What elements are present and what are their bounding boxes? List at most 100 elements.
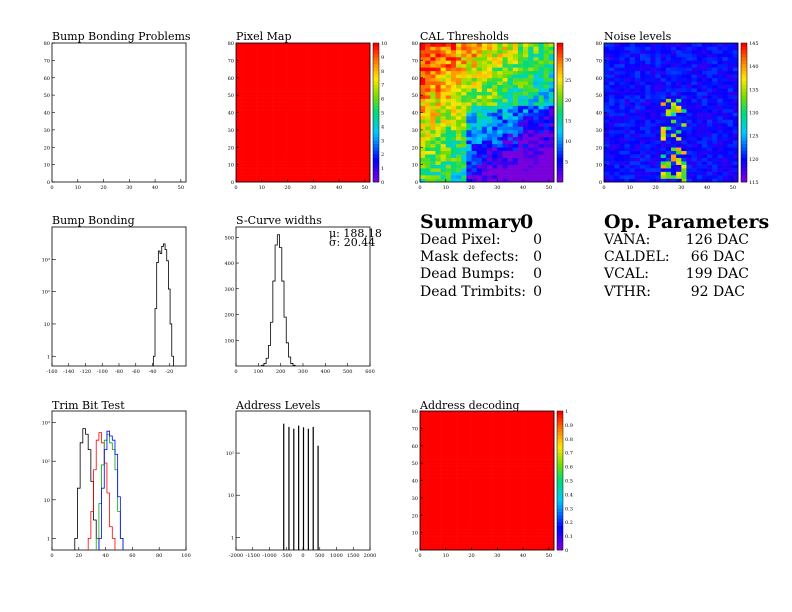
pixel_map-cell	[323, 157, 330, 162]
address_decoding-cell	[497, 445, 503, 450]
cal_thresholds-cell	[481, 105, 488, 110]
address_decoding-cell	[523, 438, 529, 443]
pixel_map-cell	[277, 143, 283, 148]
cal_thresholds-cell	[420, 70, 426, 75]
pixel_map-cell	[328, 95, 335, 99]
address_decoding-cell	[502, 494, 508, 499]
noise_levels-cell	[660, 161, 667, 165]
pixel_map-cell	[261, 129, 268, 134]
address_decoding-cell	[487, 424, 493, 429]
address_decoding-cell	[528, 480, 534, 485]
noise_levels-cell	[707, 63, 713, 68]
cal_thresholds-cell	[420, 74, 426, 79]
cal_thresholds-cell	[420, 63, 426, 68]
address_decoding-cell	[533, 411, 539, 415]
cal_thresholds-cell	[538, 140, 544, 145]
scurve-xtick-label: 0	[234, 369, 237, 375]
address_decoding-cell	[435, 463, 441, 467]
pixel_map-cell	[328, 67, 335, 72]
cal_thresholds-cell	[450, 67, 457, 72]
cal_thresholds-cell	[456, 143, 462, 148]
address_decoding-zscale-cell	[557, 508, 563, 513]
cal_thresholds-cell	[435, 77, 441, 82]
noise_levels-cell	[640, 67, 646, 72]
pixel_map-cell	[364, 91, 371, 96]
scurve-xtick-label: 500	[343, 369, 353, 375]
pixel_map-cell	[282, 84, 288, 89]
noise_levels-cell	[722, 88, 728, 92]
address_decoding-cell	[461, 546, 467, 551]
noise_levels-cell	[640, 81, 646, 85]
address_decoding-cell	[507, 487, 514, 492]
cal_thresholds-cell	[466, 95, 472, 99]
cal_thresholds-cell	[476, 150, 483, 155]
summary-value-dead-bumps: 0	[533, 266, 542, 282]
address_decoding-cell	[466, 480, 472, 485]
cal_thresholds-cell	[445, 105, 452, 110]
address_decoding-cell	[528, 543, 534, 547]
noise_levels-zscale-cell	[741, 147, 747, 152]
noise_levels-cell	[645, 157, 651, 162]
address_decoding-cell	[430, 497, 436, 502]
cal_thresholds-zscale-cell	[557, 98, 563, 103]
noise_levels-cell	[717, 161, 723, 165]
pixel_map-cell	[287, 84, 293, 89]
cal_thresholds-cell	[517, 168, 524, 172]
noise_levels-cell	[614, 98, 620, 103]
address_decoding-zscale-cell	[557, 494, 563, 499]
address_decoding-cell	[517, 487, 524, 492]
noise_levels-cell	[655, 84, 661, 89]
pixel_map-ztick-label: 6	[381, 97, 384, 103]
address_decoding-cell	[420, 456, 426, 460]
noise_levels-cell	[676, 115, 682, 120]
pixel_map-zscale-cell	[373, 53, 379, 58]
cal_thresholds-cell	[430, 88, 436, 92]
noise_levels-cell	[614, 133, 620, 138]
noise_levels-cell	[645, 102, 651, 106]
cal_thresholds-cell	[435, 168, 441, 172]
address_decoding-cell	[430, 459, 436, 464]
pixel_map-cell	[246, 150, 252, 155]
address_decoding-ztick-label: 0.5	[565, 479, 573, 485]
address_decoding-cell	[543, 497, 550, 502]
trim_bit-xtick-label: 0	[50, 553, 53, 559]
address_decoding-cell	[435, 477, 441, 481]
address_decoding-cell	[435, 431, 441, 436]
cal_thresholds-cell	[461, 109, 467, 113]
address_decoding-cell	[512, 424, 519, 429]
pixel_map-cell	[318, 84, 324, 89]
noise_levels-cell	[671, 133, 677, 138]
address_decoding-cell	[548, 438, 555, 443]
address_decoding-cell	[512, 452, 519, 457]
address_decoding-cell	[425, 543, 431, 547]
address_decoding-cell	[538, 532, 544, 537]
cal_thresholds-cell	[420, 98, 426, 103]
noise_levels-cell	[722, 122, 728, 127]
address_decoding-cell	[466, 452, 472, 457]
pixel_map-cell	[339, 88, 345, 92]
cal_thresholds-cell	[466, 164, 472, 169]
cal_thresholds-cell	[512, 150, 519, 155]
cal_thresholds-cell	[445, 178, 452, 183]
noise_levels-cell	[655, 77, 661, 82]
cal_thresholds-cell	[497, 168, 503, 172]
cal_thresholds-cell	[517, 147, 524, 152]
noise_levels-cell	[671, 126, 677, 131]
address_decoding-cell	[466, 431, 472, 436]
noise_levels-cell	[691, 56, 698, 61]
noise_levels-cell	[650, 43, 656, 47]
noise_levels-cell	[604, 95, 610, 99]
noise_levels-cell	[634, 164, 641, 169]
cal_thresholds-cell	[471, 74, 477, 79]
cal_thresholds-cell	[481, 129, 488, 134]
pixel_map-cell	[349, 133, 355, 138]
address_decoding-cell	[487, 414, 493, 419]
noise_levels-cell	[727, 157, 734, 162]
cal_thresholds-cell	[440, 178, 447, 183]
noise_levels-cell	[624, 81, 631, 85]
noise_levels-cell	[619, 157, 625, 162]
pixel_map-cell	[282, 63, 288, 68]
address_decoding-cell	[507, 456, 514, 460]
address_decoding-cell	[461, 532, 467, 537]
noise_levels-zscale-cell	[741, 161, 747, 165]
